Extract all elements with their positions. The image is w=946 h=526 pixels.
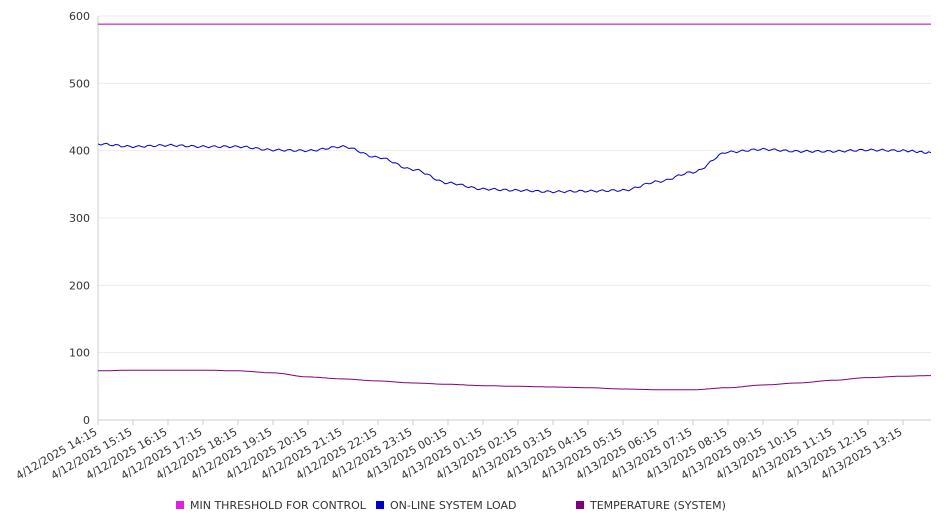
legend: MIN THRESHOLD FOR CONTROL ON-LINE SYSTEM … — [176, 499, 726, 512]
y-tick-label: 100 — [69, 347, 90, 360]
y-tick-label: 400 — [69, 145, 90, 158]
legend-label: MIN THRESHOLD FOR CONTROL — [190, 499, 367, 512]
axes — [97, 16, 931, 425]
gridlines — [98, 15, 931, 354]
legend-label: TEMPERATURE (SYSTEM) — [589, 499, 726, 512]
y-tick-label: 500 — [69, 77, 90, 90]
legend-label: ON-LINE SYSTEM LOAD — [390, 499, 516, 512]
y-tick-label: 600 — [69, 10, 90, 23]
y-tick-label: 0 — [83, 414, 90, 427]
series-line-3 — [98, 369, 931, 391]
y-tick-label: 300 — [69, 212, 90, 225]
legend-swatch — [176, 501, 184, 509]
x-tick-labels: 4/12/2025 14:154/12/2025 15:154/12/2025 … — [14, 425, 905, 482]
legend-swatch — [576, 501, 584, 509]
y-tick-label: 200 — [69, 279, 90, 292]
legend-swatch — [376, 501, 384, 509]
series-line-2 — [97, 142, 932, 194]
series-lines — [97, 23, 932, 391]
y-tick-labels: 0 100 200 300 400 500 600 — [69, 10, 90, 427]
